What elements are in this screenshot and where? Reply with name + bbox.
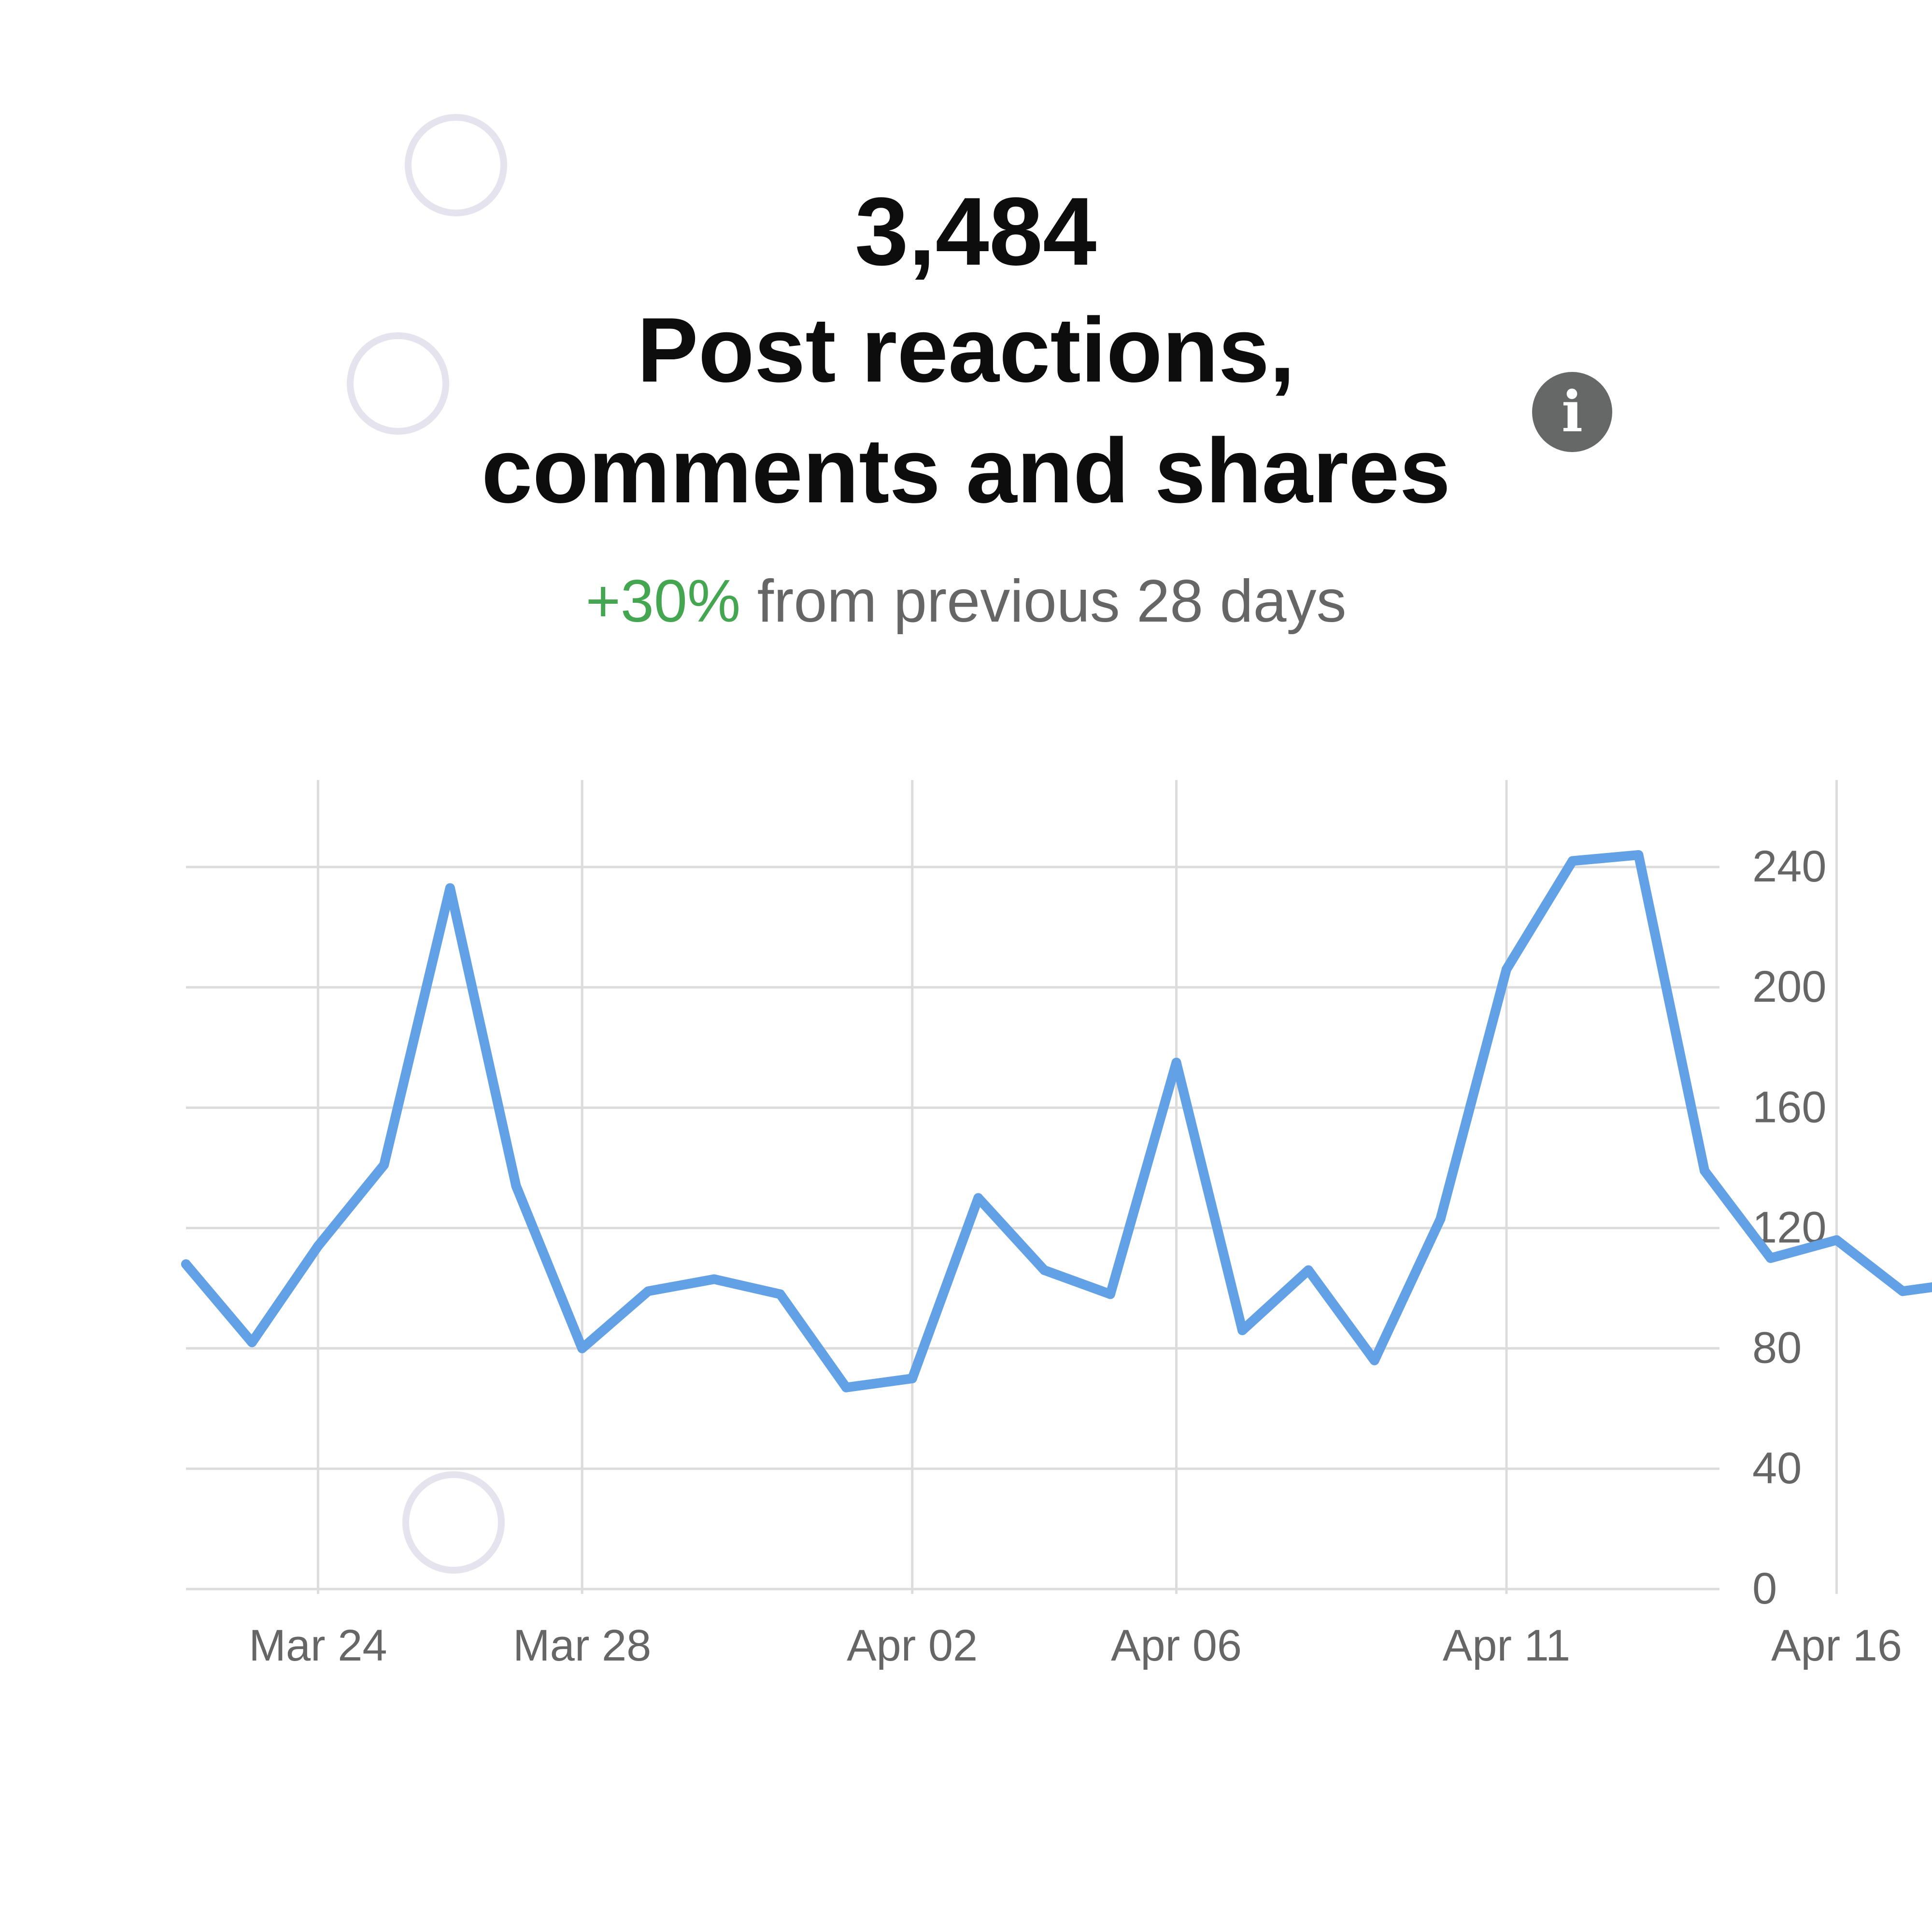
data-point <box>313 1241 323 1251</box>
data-point <box>643 1286 653 1296</box>
data-point <box>709 1274 719 1284</box>
info-icon[interactable]: i <box>1532 372 1612 452</box>
y-tick-label: 80 <box>1752 1323 1802 1373</box>
data-point <box>181 1259 191 1269</box>
data-point <box>1898 1286 1908 1296</box>
data-point <box>1502 964 1511 974</box>
series-line <box>181 850 1932 1392</box>
x-tick-label: Apr 06 <box>1111 1621 1242 1670</box>
y-tick-label: 40 <box>1752 1444 1802 1493</box>
data-point <box>445 883 455 893</box>
data-point <box>1634 850 1644 860</box>
data-point <box>1567 856 1577 866</box>
data-point <box>775 1289 785 1299</box>
metric-title-line-2: comments and shares <box>481 420 1451 522</box>
x-tick-label: Apr 02 <box>847 1621 978 1670</box>
y-tick-label: 0 <box>1752 1564 1777 1613</box>
change-percentage: +30% <box>585 568 741 635</box>
data-point <box>1369 1355 1379 1365</box>
data-point <box>1765 1253 1776 1263</box>
data-point <box>1105 1289 1115 1299</box>
x-tick-label: Mar 24 <box>249 1621 387 1670</box>
x-tick-label: Apr 16 <box>1771 1621 1902 1670</box>
data-point <box>1303 1265 1313 1275</box>
data-point <box>907 1373 917 1383</box>
metric-header: 3,484 Post reactions, comments and share… <box>0 174 1932 531</box>
change-summary: +30% from previous 28 days <box>0 560 1932 642</box>
y-tick-label: 200 <box>1752 962 1827 1011</box>
y-tick-label: 240 <box>1752 842 1827 891</box>
data-point <box>973 1193 983 1203</box>
metric-title-line-1: Post reactions, <box>637 299 1295 401</box>
data-point <box>379 1160 389 1170</box>
data-point <box>577 1343 587 1353</box>
data-point <box>1237 1325 1248 1335</box>
data-point <box>511 1181 521 1191</box>
data-point <box>841 1382 851 1392</box>
x-tick-label: Mar 28 <box>513 1621 651 1670</box>
data-point <box>1700 1166 1710 1176</box>
data-point <box>1435 1214 1446 1224</box>
data-point <box>247 1337 257 1348</box>
data-point <box>1832 1235 1842 1245</box>
data-point <box>1039 1265 1050 1275</box>
data-point <box>1171 1057 1181 1067</box>
change-description: from previous 28 days <box>757 568 1347 635</box>
metric-value: 3,484 <box>854 178 1097 285</box>
x-tick-label: Apr 11 <box>1443 1621 1570 1670</box>
y-tick-label: 160 <box>1752 1082 1827 1132</box>
